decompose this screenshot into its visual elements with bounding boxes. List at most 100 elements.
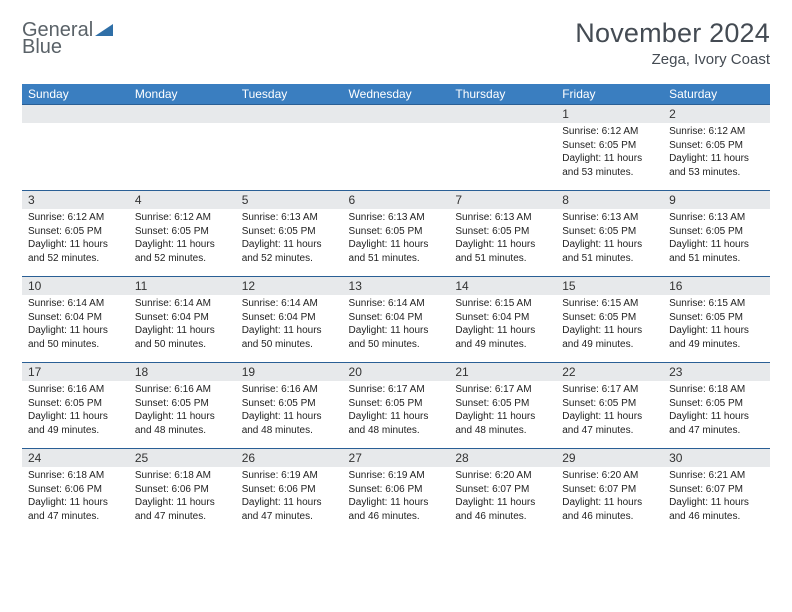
day-details: Sunrise: 6:14 AMSunset: 6:04 PMDaylight:… [343,295,450,355]
day-details: Sunrise: 6:16 AMSunset: 6:05 PMDaylight:… [22,381,129,441]
logo-triangle-icon [95,22,113,41]
day-number-bar: 7 [449,191,556,209]
day-number-bar: 30 [663,449,770,467]
calendar-day-cell [129,105,236,191]
day-number-bar: 10 [22,277,129,295]
day-details: Sunrise: 6:20 AMSunset: 6:07 PMDaylight:… [449,467,556,527]
calendar-day-cell: 1Sunrise: 6:12 AMSunset: 6:05 PMDaylight… [556,105,663,191]
calendar-table: SundayMondayTuesdayWednesdayThursdayFrid… [22,84,770,535]
day-details: Sunrise: 6:12 AMSunset: 6:05 PMDaylight:… [129,209,236,269]
day-number-bar: 12 [236,277,343,295]
location: Zega, Ivory Coast [575,51,770,68]
calendar-day-cell: 22Sunrise: 6:17 AMSunset: 6:05 PMDayligh… [556,363,663,449]
day-number-bar: 8 [556,191,663,209]
calendar-day-cell: 24Sunrise: 6:18 AMSunset: 6:06 PMDayligh… [22,449,129,535]
calendar-day-cell: 30Sunrise: 6:21 AMSunset: 6:07 PMDayligh… [663,449,770,535]
calendar-day-cell: 29Sunrise: 6:20 AMSunset: 6:07 PMDayligh… [556,449,663,535]
day-number-bar: 19 [236,363,343,381]
day-details: Sunrise: 6:17 AMSunset: 6:05 PMDaylight:… [343,381,450,441]
day-number-bar: 25 [129,449,236,467]
weekday-header: Friday [556,84,663,105]
calendar-day-cell: 12Sunrise: 6:14 AMSunset: 6:04 PMDayligh… [236,277,343,363]
day-number-bar: 4 [129,191,236,209]
day-number-bar: 26 [236,449,343,467]
day-number-bar [129,105,236,123]
day-details: Sunrise: 6:20 AMSunset: 6:07 PMDaylight:… [556,467,663,527]
day-number-bar: 9 [663,191,770,209]
calendar-week-row: 10 Sunrise: 6:14 AMSunset: 6:04 PMDayligh… [22,277,770,363]
calendar-day-cell [236,105,343,191]
day-details: Sunrise: 6:13 AMSunset: 6:05 PMDaylight:… [449,209,556,269]
day-details: Sunrise: 6:18 AMSunset: 6:06 PMDaylight:… [22,467,129,527]
day-number-bar [449,105,556,123]
day-details: Sunrise: 6:12 AMSunset: 6:05 PMDaylight:… [22,209,129,269]
calendar-day-cell: 18Sunrise: 6:16 AMSunset: 6:05 PMDayligh… [129,363,236,449]
day-number-bar [236,105,343,123]
calendar-day-cell: 14Sunrise: 6:15 AMSunset: 6:04 PMDayligh… [449,277,556,363]
day-number-bar: 5 [236,191,343,209]
calendar-day-cell: 26Sunrise: 6:19 AMSunset: 6:06 PMDayligh… [236,449,343,535]
day-details: Sunrise: 6:15 AMSunset: 6:05 PMDaylight:… [556,295,663,355]
calendar-day-cell: 20Sunrise: 6:17 AMSunset: 6:05 PMDayligh… [343,363,450,449]
day-details: Sunrise: 6:18 AMSunset: 6:06 PMDaylight:… [129,467,236,527]
day-details: Sunrise: 6:13 AMSunset: 6:05 PMDaylight:… [343,209,450,269]
day-details: Sunrise: 6:17 AMSunset: 6:05 PMDaylight:… [556,381,663,441]
day-details: Sunrise: 6:19 AMSunset: 6:06 PMDaylight:… [236,467,343,527]
weekday-header: Tuesday [236,84,343,105]
day-details: Sunrise: 6:13 AMSunset: 6:05 PMDaylight:… [663,209,770,269]
day-number-bar: 1 [556,105,663,123]
calendar-day-cell: 25Sunrise: 6:18 AMSunset: 6:06 PMDayligh… [129,449,236,535]
day-number-bar: 14 [449,277,556,295]
calendar-day-cell: 6Sunrise: 6:13 AMSunset: 6:05 PMDaylight… [343,191,450,277]
day-details: Sunrise: 6:17 AMSunset: 6:05 PMDaylight:… [449,381,556,441]
day-details: Sunrise: 6:19 AMSunset: 6:06 PMDaylight:… [343,467,450,527]
day-number-bar [22,105,129,123]
weekday-header: Saturday [663,84,770,105]
calendar-day-cell: 15Sunrise: 6:15 AMSunset: 6:05 PMDayligh… [556,277,663,363]
day-number-bar: 6 [343,191,450,209]
day-number-bar: 28 [449,449,556,467]
calendar-day-cell [449,105,556,191]
day-number-bar: 18 [129,363,236,381]
day-details: Sunrise: 6:14 AMSunset: 6:04 PMDaylight:… [236,295,343,355]
calendar-day-cell: 10Sunrise: 6:14 AMSunset: 6:04 PMDayligh… [22,277,129,363]
day-number-bar: 22 [556,363,663,381]
day-details: Sunrise: 6:16 AMSunset: 6:05 PMDaylight:… [236,381,343,441]
day-number-bar: 15 [556,277,663,295]
day-details: Sunrise: 6:13 AMSunset: 6:05 PMDaylight:… [556,209,663,269]
calendar-day-cell: 2Sunrise: 6:12 AMSunset: 6:05 PMDaylight… [663,105,770,191]
calendar-day-cell: 11Sunrise: 6:14 AMSunset: 6:04 PMDayligh… [129,277,236,363]
day-details: Sunrise: 6:15 AMSunset: 6:05 PMDaylight:… [663,295,770,355]
day-number-bar: 2 [663,105,770,123]
day-number-bar: 17 [22,363,129,381]
day-details: Sunrise: 6:15 AMSunset: 6:04 PMDaylight:… [449,295,556,355]
day-number-bar: 16 [663,277,770,295]
calendar-day-cell: 19Sunrise: 6:16 AMSunset: 6:05 PMDayligh… [236,363,343,449]
day-number-bar: 21 [449,363,556,381]
calendar-day-cell: 17Sunrise: 6:16 AMSunset: 6:05 PMDayligh… [22,363,129,449]
calendar-day-cell: 3Sunrise: 6:12 AMSunset: 6:05 PMDaylight… [22,191,129,277]
day-details: Sunrise: 6:21 AMSunset: 6:07 PMDaylight:… [663,467,770,527]
day-number-bar: 13 [343,277,450,295]
weekday-header: Monday [129,84,236,105]
day-number-bar: 29 [556,449,663,467]
calendar-week-row: 3Sunrise: 6:12 AMSunset: 6:05 PMDaylight… [22,191,770,277]
calendar-day-cell: 28Sunrise: 6:20 AMSunset: 6:07 PMDayligh… [449,449,556,535]
day-details: Sunrise: 6:16 AMSunset: 6:05 PMDaylight:… [129,381,236,441]
day-number-bar [343,105,450,123]
logo: General Blue [22,18,113,57]
day-number-bar: 20 [343,363,450,381]
calendar-day-cell: 13Sunrise: 6:14 AMSunset: 6:04 PMDayligh… [343,277,450,363]
calendar-day-cell: 27Sunrise: 6:19 AMSunset: 6:06 PMDayligh… [343,449,450,535]
calendar-day-cell: 16Sunrise: 6:15 AMSunset: 6:05 PMDayligh… [663,277,770,363]
calendar-week-row: 17Sunrise: 6:16 AMSunset: 6:05 PMDayligh… [22,363,770,449]
calendar-day-cell [343,105,450,191]
weekday-header: Sunday [22,84,129,105]
calendar-day-cell: 8Sunrise: 6:13 AMSunset: 6:05 PMDaylight… [556,191,663,277]
calendar-day-cell: 9Sunrise: 6:13 AMSunset: 6:05 PMDaylight… [663,191,770,277]
day-number-bar: 23 [663,363,770,381]
calendar-day-cell: 5Sunrise: 6:13 AMSunset: 6:05 PMDaylight… [236,191,343,277]
calendar-day-cell: 21Sunrise: 6:17 AMSunset: 6:05 PMDayligh… [449,363,556,449]
calendar-week-row: 1Sunrise: 6:12 AMSunset: 6:05 PMDaylight… [22,105,770,191]
weekday-header-row: SundayMondayTuesdayWednesdayThursdayFrid… [22,84,770,105]
